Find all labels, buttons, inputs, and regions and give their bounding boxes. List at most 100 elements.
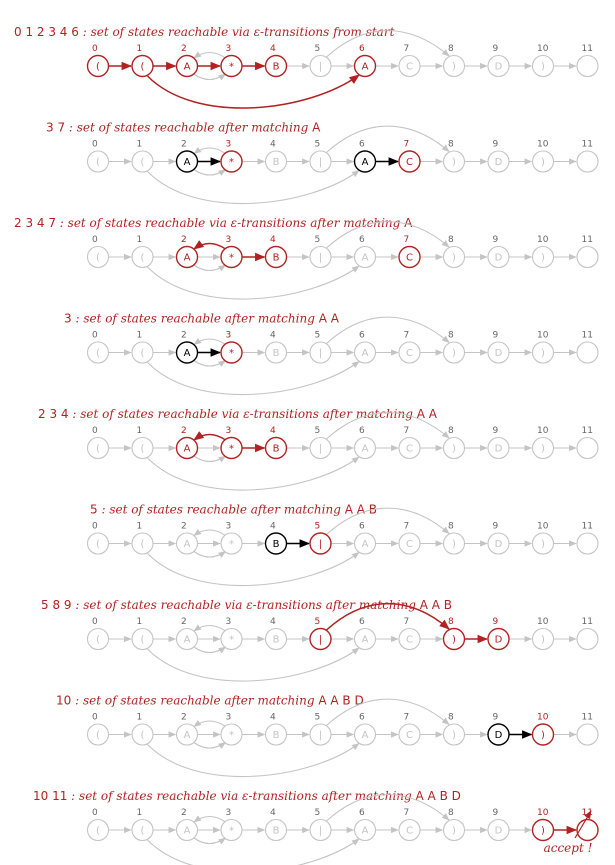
state-symbol: |: [319, 62, 322, 73]
state-index: 4: [270, 235, 276, 245]
edge-5-8: [326, 698, 450, 726]
state-symbol: (: [96, 157, 100, 168]
state-index: 1: [137, 713, 143, 723]
state-circle-7: [398, 54, 421, 78]
state-symbol: B: [273, 62, 280, 73]
state-symbol: ): [452, 348, 456, 359]
state-circle-11: [576, 150, 599, 173]
state-index: 2: [181, 713, 187, 723]
state-index: 8: [448, 522, 454, 532]
state-symbol: (: [96, 444, 100, 455]
state-symbol: ): [541, 635, 545, 646]
state-index: 8: [448, 140, 454, 150]
state-symbol: (: [141, 444, 145, 455]
state-symbol: B: [273, 157, 280, 168]
state-symbol: |: [319, 826, 322, 837]
state-circle-9: [487, 436, 510, 460]
state-index: 11: [582, 713, 593, 723]
state-circle-7: [398, 341, 421, 364]
state-symbol: A: [362, 157, 369, 168]
state-circle-10: [531, 627, 555, 651]
edge-2-3: [193, 742, 227, 749]
state-circle-3: [220, 723, 243, 746]
state-symbol: *: [229, 826, 234, 837]
state-index: 2: [181, 426, 187, 436]
state-circle-7: [398, 150, 421, 173]
state-circle-3: [220, 627, 243, 651]
state-circle-11: [576, 245, 599, 269]
state-symbol: D: [495, 826, 503, 837]
state-index: 5: [315, 522, 321, 532]
state-symbol: (: [96, 730, 100, 741]
edge-5-8: [326, 412, 450, 440]
state-index: 1: [137, 617, 143, 627]
state-symbol: A: [362, 444, 369, 455]
state-symbol: *: [229, 62, 234, 73]
state-circle-8: [442, 54, 466, 78]
state-symbol: D: [495, 444, 503, 455]
state-circle-3: [220, 532, 243, 555]
state-circle-10: [531, 818, 555, 842]
state-index: 7: [404, 808, 410, 818]
state-circle-0: [86, 532, 110, 555]
edge-3-2: [193, 719, 226, 727]
state-index: 11: [582, 140, 593, 150]
state-circle-11: [576, 627, 599, 651]
state-symbol: C: [406, 253, 413, 264]
matched-text: A A B D: [318, 694, 363, 708]
state-index: 0: [92, 235, 98, 245]
state-circle-5: [309, 150, 332, 173]
state-index: 9: [493, 522, 499, 532]
state-index: 0: [92, 331, 98, 341]
edge-1-6: [147, 170, 360, 205]
state-symbol: |: [319, 444, 322, 455]
state-symbol: C: [406, 444, 413, 455]
state-symbol: (: [141, 253, 145, 264]
state-index: 0: [92, 44, 98, 54]
edge-5-8: [326, 507, 450, 535]
state-index: 4: [270, 808, 276, 818]
state-symbol: (: [96, 348, 100, 359]
state-circle-8: [442, 723, 466, 746]
state-symbol: C: [406, 539, 413, 550]
state-symbol: *: [229, 444, 234, 455]
state-circle-3: [220, 436, 243, 460]
state-index: 4: [270, 44, 276, 54]
edge-5-8: [326, 125, 450, 153]
state-symbol: |: [319, 539, 322, 550]
state-index: 3: [226, 426, 232, 436]
state-symbol: ): [452, 62, 456, 73]
state-circle-6: [353, 150, 377, 173]
state-symbol: A: [362, 635, 369, 646]
edge-2-3: [193, 551, 227, 558]
state-circle-9: [487, 150, 510, 173]
state-symbol: A: [362, 539, 369, 550]
state-symbol: (: [96, 62, 100, 73]
state-circle-8: [442, 627, 466, 651]
state-symbol: *: [229, 539, 234, 550]
state-symbol: *: [229, 635, 234, 646]
edge-1-6: [147, 361, 360, 396]
state-set-label: 2 3 4 7: [14, 216, 56, 230]
state-circle-2: [175, 818, 199, 842]
state-circle-3: [220, 818, 243, 842]
step-description: : set of states reachable after matching: [65, 121, 312, 135]
state-index: 6: [359, 522, 365, 532]
state-circle-5: [309, 54, 332, 78]
state-circle-1: [131, 436, 154, 460]
state-symbol: A: [184, 348, 191, 359]
state-symbol: (: [141, 348, 145, 359]
state-circle-2: [175, 723, 199, 746]
state-symbol: B: [273, 635, 280, 646]
state-index: 3: [226, 235, 232, 245]
step-description: : set of states reachable via ε-transiti…: [56, 216, 404, 230]
edge-2-3: [193, 73, 227, 81]
state-index: 0: [92, 522, 98, 532]
state-symbol: A: [362, 826, 369, 837]
step-0: 0 1 2 3 4 6 : set of states reachable vi…: [14, 25, 599, 109]
state-symbol: A: [362, 730, 369, 741]
state-index: 6: [359, 713, 365, 723]
state-index: 7: [404, 617, 410, 627]
state-index: 4: [270, 426, 276, 436]
step-6: 5 8 9 : set of states reachable via ε-tr…: [41, 598, 599, 682]
